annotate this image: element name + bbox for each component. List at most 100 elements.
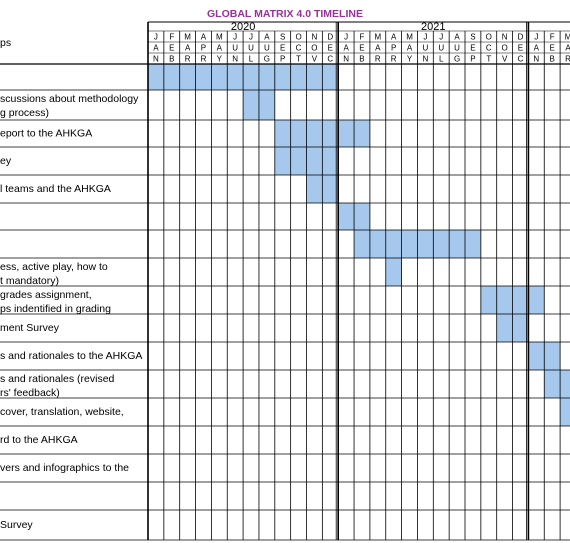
month-letter: T [296,55,301,64]
month-letter: M [406,33,413,42]
month-letter: C [327,55,333,64]
task-label: rs' feedback) [0,387,60,399]
month-letter: R [201,55,207,64]
month-letter: A [264,33,270,42]
task-bar [385,258,402,286]
month-letter: N [153,55,159,64]
month-letter: R [391,55,397,64]
month-letter: N [312,33,318,42]
month-letter: M [565,33,570,42]
month-letter: C [518,55,524,64]
task-label: g process) [0,107,49,119]
month-letter: F [169,33,174,42]
month-letter: L [439,55,444,64]
month-letter: V [312,55,318,64]
month-letter: E [470,44,475,53]
month-letter: J [344,33,348,42]
title: GLOBAL MATRIX 4.0 TIMELINE [207,8,363,20]
month-letter: S [470,33,475,42]
month-letter: E [359,44,364,53]
month-letter: E [328,44,333,53]
task-label: l teams and the AHKGA [0,183,111,195]
month-letter: N [502,33,508,42]
month-letter: S [280,33,285,42]
month-letter: A [343,44,349,53]
month-letter: J [249,33,253,42]
month-letter: P [280,55,285,64]
month-letter: N [422,55,428,64]
task-label: ess, active play, how to [0,261,108,273]
month-letter: V [502,55,508,64]
task-label: s and rationales to the AHKGA [0,350,142,362]
month-letter: E [518,44,523,53]
month-letter: U [454,44,460,53]
task-label: eport to the AHKGA [0,127,92,139]
month-letter: D [518,33,524,42]
month-letter: E [169,44,174,53]
month-letter: E [550,44,555,53]
month-letter: A [375,44,381,53]
task-bar [560,398,570,426]
month-letter: C [296,44,302,53]
task-bar [544,370,570,398]
steps-header: ps [0,37,11,49]
month-letter: Y [217,55,223,64]
month-letter: J [154,33,158,42]
month-letter: A [201,33,207,42]
month-letter: J [439,33,443,42]
month-letter: N [232,55,238,64]
month-letter: A [565,44,570,53]
task-label: ey [0,155,12,167]
month-letter: R [185,55,191,64]
month-letter: O [311,44,317,53]
month-letter: O [295,33,301,42]
task-label: vers and infographics to the [0,462,129,474]
month-letter: C [486,44,492,53]
month-letter: A [185,44,191,53]
month-letter: M [374,33,381,42]
month-letter: R [565,55,570,64]
task-label: cover, translation, website, [0,406,124,418]
month-letter: B [359,55,364,64]
year-label: 2021 [421,21,445,33]
month-letter: O [502,44,508,53]
month-letter: Y [407,55,413,64]
task-label: ps indentified in grading [0,303,111,315]
month-letter: R [375,55,381,64]
month-letter: U [232,44,238,53]
month-letter: F [550,33,555,42]
month-letter: J [534,33,538,42]
task-label: s and rationales (revised [0,373,115,385]
task-label: scussions about methodology [0,93,139,105]
year-label: 2020 [231,21,255,33]
month-letter: A [454,33,460,42]
month-letter: B [169,55,174,64]
month-letter: L [249,55,254,64]
task-label: ment Survey [0,322,60,334]
month-letter: U [422,44,428,53]
month-letter: F [360,33,365,42]
month-letter: U [438,44,444,53]
month-letter: A [153,44,159,53]
month-letter: A [534,44,540,53]
task-label: rd to the AHKGA [0,434,78,446]
task-label: Survey [0,519,33,531]
month-letter: J [233,33,237,42]
month-letter: U [248,44,254,53]
month-letter: A [391,33,397,42]
month-letter: B [550,55,555,64]
month-letter: A [407,44,413,53]
month-letter: D [327,33,333,42]
month-letter: N [343,55,349,64]
month-letter: N [533,55,539,64]
task-label: t mandatory) [0,275,59,287]
month-letter: E [280,44,285,53]
month-letter: J [423,33,427,42]
month-letter: M [216,33,223,42]
month-letter: G [454,55,460,64]
month-letter: M [184,33,191,42]
month-letter: A [217,44,223,53]
month-letter: P [201,44,206,53]
month-letter: T [486,55,491,64]
